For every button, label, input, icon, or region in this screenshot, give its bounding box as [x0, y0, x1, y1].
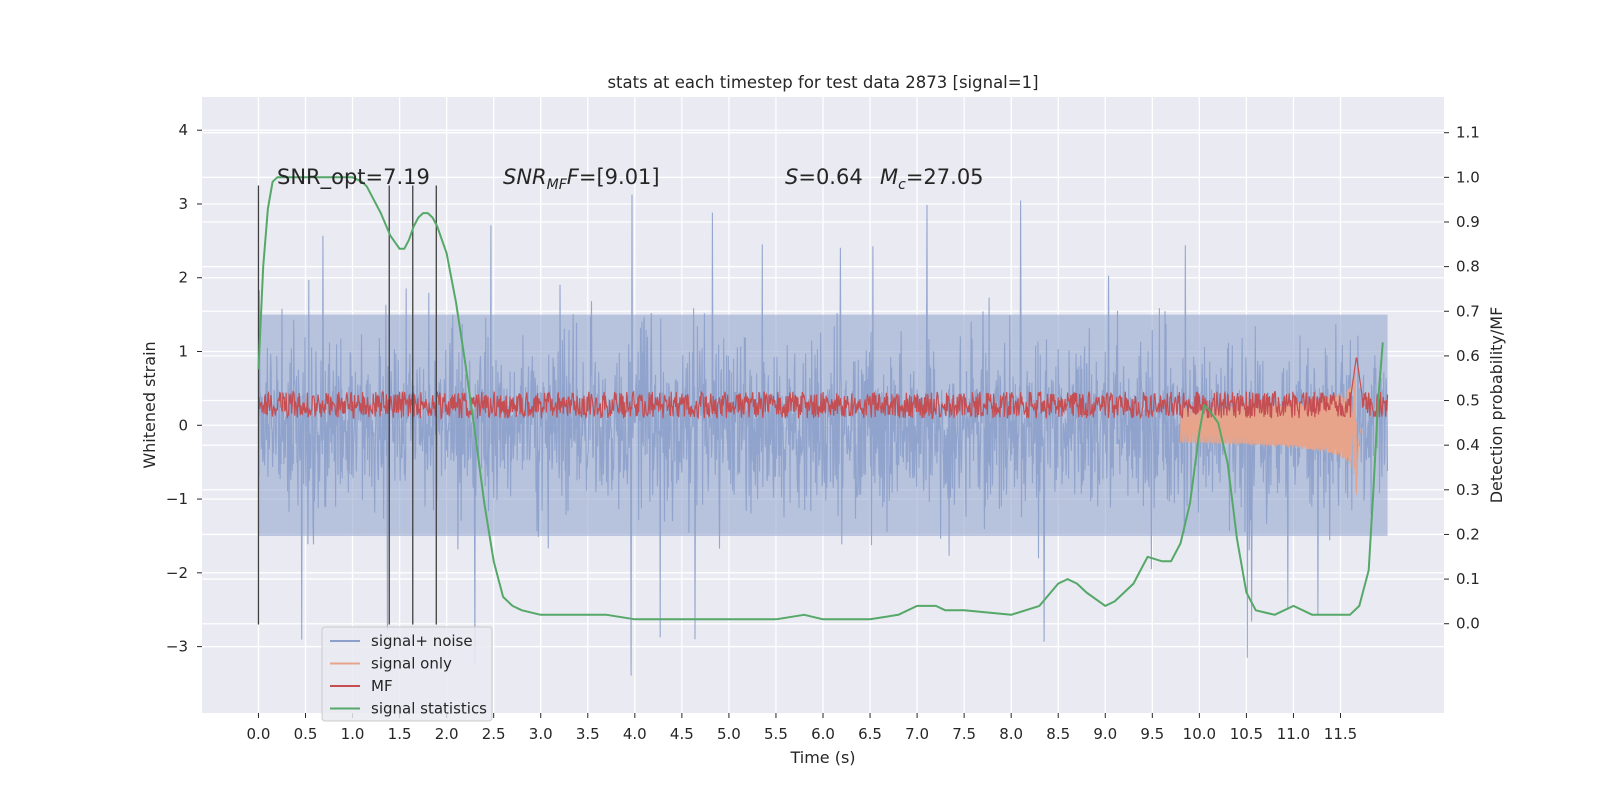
ticks: 0.0 0.5 1.0 1.5 2.0 2.5 3.0 3.5 4.0 4.5 5.0 5.5 6.0 6…: [166, 121, 1480, 743]
data-layer: [257, 176, 1389, 676]
y-right-tick-label: 0.7: [1456, 302, 1480, 320]
y-right-tick-label: 0.0: [1456, 615, 1480, 633]
x-tick-label: 7.5: [952, 725, 976, 743]
x-tick-label: 8.0: [999, 725, 1023, 743]
x-tick-label: 7.0: [905, 725, 929, 743]
x-tick-label: 5.0: [717, 725, 741, 743]
legend-box: [321, 626, 493, 722]
y-right-tick-label: 0.1: [1456, 570, 1480, 588]
x-tick-label: 10.5: [1230, 725, 1263, 743]
snr-mf-value: =[9.01]: [579, 165, 660, 189]
s-annotation: S=0.64: [785, 165, 863, 189]
x-tick-label: 3.0: [529, 725, 553, 743]
legend-label: signal statistics: [371, 700, 487, 718]
x-tick-label: 0.5: [294, 725, 318, 743]
legend-label: signal only: [371, 655, 452, 673]
x-tick-label: 1.0: [341, 725, 365, 743]
mc-subscript: c: [898, 177, 906, 193]
y-right-tick-label: 1.0: [1456, 168, 1480, 186]
x-tick-label: 3.5: [576, 725, 600, 743]
x-tick-label: 6.0: [811, 725, 835, 743]
x-axis-label: Time (s): [789, 748, 855, 767]
series-mf: [257, 357, 1389, 421]
y-tick-label: 3: [178, 195, 188, 213]
chart-title: stats at each timestep for test data 287…: [607, 73, 1038, 92]
x-tick-label: 1.5: [388, 725, 412, 743]
legend-label: MF: [371, 677, 393, 695]
y-right-tick-label: 0.3: [1456, 481, 1480, 499]
y-tick-label: −2: [166, 564, 188, 582]
y-tick-label: 2: [178, 269, 188, 287]
mc-annotation: Mc=27.05: [880, 165, 984, 193]
y-tick-label: −3: [166, 638, 188, 656]
y-right-tick-label: 0.9: [1456, 213, 1480, 231]
s-symbol: S: [785, 165, 798, 189]
y-tick-label: 1: [178, 343, 188, 361]
x-tick-label: 8.5: [1046, 725, 1070, 743]
mc-value: =27.05: [906, 165, 984, 189]
y-axis-label-right: Detection probability/MF: [1487, 307, 1506, 504]
x-tick-label: 11.5: [1324, 725, 1357, 743]
x-tick-label: 4.0: [623, 725, 647, 743]
x-tick-label: 2.0: [435, 725, 459, 743]
y-tick-label: −1: [166, 490, 188, 508]
snr-opt-annotation: SNR_opt=7.19: [277, 165, 430, 190]
series-signal-statistics: [257, 176, 1384, 621]
x-tick-label: 5.5: [764, 725, 788, 743]
y-right-tick-label: 0.2: [1456, 525, 1480, 543]
snr-mf-symbol: SNR: [503, 165, 547, 189]
s-value: =0.64: [798, 165, 862, 189]
y-axis-label: Whitened strain: [140, 341, 159, 468]
y-right-tick-label: 0.4: [1456, 436, 1480, 454]
legend-label: signal+ noise: [371, 632, 473, 650]
y-tick-label: 0: [178, 416, 188, 434]
x-tick-label: 10.0: [1183, 725, 1216, 743]
x-tick-label: 4.5: [670, 725, 694, 743]
y-right-tick-label: 0.8: [1456, 258, 1480, 276]
y-right-tick-label: 0.6: [1456, 347, 1480, 365]
legend: signal+ noise signal only MF signal statist…: [321, 626, 493, 722]
y-right-tick-label: 0.5: [1456, 392, 1480, 410]
x-tick-label: 9.0: [1093, 725, 1117, 743]
x-tick-label: 6.5: [858, 725, 882, 743]
x-tick-label: 0.0: [247, 725, 271, 743]
x-tick-label: 9.5: [1140, 725, 1164, 743]
mc-symbol: M: [880, 165, 898, 189]
y-right-tick-label: 1.1: [1456, 124, 1480, 142]
y-tick-label: 4: [178, 121, 188, 139]
x-tick-label: 11.0: [1277, 725, 1310, 743]
snr-mf-subscript: MF: [547, 177, 568, 193]
x-tick-label: 2.5: [482, 725, 506, 743]
snr-mf-annotation: SNRMFF=[9.01]: [503, 165, 660, 193]
